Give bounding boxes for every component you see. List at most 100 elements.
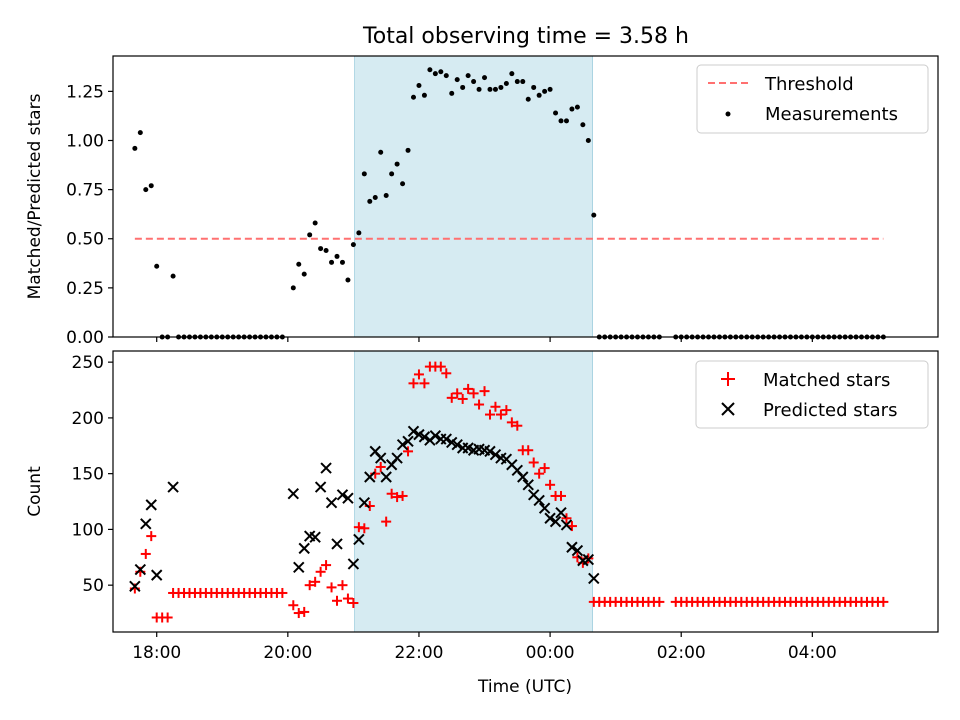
y-tick-label: 1.25 xyxy=(66,82,104,102)
top-legend-box xyxy=(696,64,929,134)
predicted-star-point xyxy=(429,430,442,442)
predicted-star-point xyxy=(544,512,556,524)
y-tick-label: 0.25 xyxy=(66,279,104,299)
measurement-point xyxy=(367,198,373,204)
x-tick-label: 02:00 xyxy=(657,643,706,663)
predicted-star-point xyxy=(151,569,163,581)
predicted-star-point xyxy=(517,471,529,483)
measurement-point xyxy=(296,261,302,267)
measurement-point xyxy=(339,259,345,265)
matched-star-point xyxy=(326,582,337,593)
predicted-star-point xyxy=(402,435,414,448)
predicted-star-point xyxy=(489,448,502,461)
measurement-point xyxy=(542,88,548,94)
measurement-point xyxy=(405,147,411,153)
y-tick-label: 250 xyxy=(72,353,104,373)
measurement-point xyxy=(438,69,444,75)
bottom-legend-box xyxy=(695,360,929,429)
predicted-star-point xyxy=(566,541,578,553)
legend-threshold-label: Threshold xyxy=(764,74,854,95)
predicted-star-point xyxy=(347,558,360,570)
measurement-point xyxy=(137,130,143,136)
x-tick-label: 00:00 xyxy=(526,643,575,663)
matched-star-point xyxy=(506,417,517,428)
measurement-point xyxy=(361,171,367,177)
measurement-point xyxy=(301,271,307,277)
matched-star-point xyxy=(441,368,452,379)
predicted-star-point xyxy=(560,519,573,531)
matched-star-point xyxy=(419,378,430,389)
matched-star-point xyxy=(397,490,408,501)
matched-star-point xyxy=(446,392,457,403)
matched-star-point xyxy=(457,393,468,404)
measurement-point xyxy=(536,92,542,98)
matched-star-point xyxy=(140,548,151,559)
measurement-point xyxy=(170,273,176,279)
matched-star-point xyxy=(162,612,173,623)
measurement-point xyxy=(514,79,520,85)
matched-star-point xyxy=(386,488,397,499)
legend-predicted-label: Predicted stars xyxy=(763,400,897,421)
matched-star-point xyxy=(293,608,304,619)
predicted-star-point xyxy=(314,481,327,493)
y-tick-label: 1.00 xyxy=(66,131,104,151)
predicted-star-point xyxy=(396,438,409,451)
predicted-star-point xyxy=(331,538,343,550)
predicted-star-point xyxy=(167,481,179,493)
predicted-star-point xyxy=(571,544,584,557)
matched-star-point xyxy=(523,445,534,456)
top-legend: Threshold Measurements xyxy=(696,64,929,134)
predicted-star-point xyxy=(555,506,567,519)
predicted-star-point xyxy=(522,479,534,491)
predicted-star-point xyxy=(440,433,452,445)
x-tick-label: 20:00 xyxy=(263,643,312,663)
measurement-point xyxy=(460,84,466,90)
matched-star-point xyxy=(342,593,353,604)
matched-star-point xyxy=(474,399,485,410)
predicted-star-point xyxy=(380,471,392,483)
measurement-point xyxy=(378,149,384,155)
y-tick-label: 200 xyxy=(72,409,104,429)
measurement-point xyxy=(318,246,324,252)
legend-predicted-swatch xyxy=(721,402,735,416)
measurement-point xyxy=(471,79,477,85)
predicted-star-point xyxy=(418,431,431,443)
measurement-point xyxy=(345,277,351,283)
measurement-point xyxy=(132,145,138,151)
matched-star-point xyxy=(310,576,321,587)
top-x-axis-ticks xyxy=(156,337,813,342)
measurement-point xyxy=(329,259,335,265)
bottom-y-axis-label: Count xyxy=(25,466,45,517)
predicted-star-point xyxy=(342,492,354,504)
measurement-point xyxy=(148,183,154,189)
matched-star-point xyxy=(392,492,403,503)
matched-star-point xyxy=(539,463,550,474)
predicted-star-point xyxy=(375,452,387,464)
predicted-star-point xyxy=(353,533,365,546)
predicted-star-point xyxy=(298,542,310,555)
measurement-point xyxy=(482,75,488,81)
legend-matched-swatch xyxy=(721,372,735,386)
matched-star-point xyxy=(304,580,315,591)
matched-star-point xyxy=(353,522,364,533)
measurement-point xyxy=(350,242,356,248)
matched-star-point xyxy=(468,388,479,399)
matched-star-point xyxy=(408,378,419,389)
y-tick-label: 150 xyxy=(72,465,104,485)
matched-star-point xyxy=(463,383,474,394)
measurement-point xyxy=(525,96,531,102)
predicted-star-point xyxy=(588,572,600,585)
measurement-point xyxy=(509,71,515,77)
measurement-point xyxy=(449,90,455,96)
measurement-point xyxy=(334,253,340,259)
matched-star-point xyxy=(545,479,556,490)
matched-star-point xyxy=(435,361,446,372)
measurement-point xyxy=(383,193,389,199)
matched-star-point xyxy=(534,468,545,479)
matched-star-point xyxy=(299,606,310,617)
top-panel: 0.00 0.25 0.50 0.75 1.00 1.25 Matched/Predict… xyxy=(25,55,939,348)
y-tick-label: 0.75 xyxy=(66,181,104,201)
matched-star-point xyxy=(479,386,490,397)
measurement-point xyxy=(410,94,416,100)
top-plot-frame xyxy=(112,55,939,338)
